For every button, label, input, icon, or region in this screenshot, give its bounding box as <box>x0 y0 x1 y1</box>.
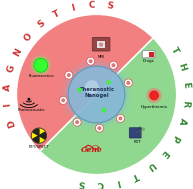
Circle shape <box>65 63 128 126</box>
Circle shape <box>97 126 102 130</box>
Text: S: S <box>36 19 46 30</box>
Text: C: C <box>88 0 95 10</box>
Circle shape <box>59 96 67 104</box>
Text: P: P <box>169 133 180 143</box>
Circle shape <box>96 124 103 132</box>
Text: A: A <box>177 117 187 126</box>
Text: Theranostic
Nanogel: Theranostic Nanogel <box>79 87 114 98</box>
Circle shape <box>68 66 125 123</box>
Text: Fluorescence: Fluorescence <box>29 74 55 78</box>
Text: R: R <box>181 100 190 107</box>
Polygon shape <box>33 136 39 142</box>
Polygon shape <box>33 129 39 135</box>
Circle shape <box>32 57 49 74</box>
Text: C: C <box>97 179 104 189</box>
Text: T: T <box>169 46 180 56</box>
Wedge shape <box>16 14 153 151</box>
Text: Drugs: Drugs <box>143 59 154 63</box>
Text: N: N <box>12 46 23 57</box>
Text: G: G <box>5 64 16 74</box>
Circle shape <box>34 58 48 72</box>
Text: E: E <box>159 148 170 158</box>
Text: Hyperthermia: Hyperthermia <box>141 105 168 109</box>
Bar <box>97 41 105 48</box>
Circle shape <box>119 116 122 120</box>
Text: H: H <box>176 62 187 72</box>
Text: T: T <box>131 170 140 180</box>
Circle shape <box>61 59 132 130</box>
Text: $^1$O$_2$: $^1$O$_2$ <box>138 124 147 134</box>
Circle shape <box>99 43 103 47</box>
Text: U: U <box>145 160 157 171</box>
Circle shape <box>87 57 95 65</box>
Circle shape <box>102 108 106 113</box>
Text: PET/SPECT: PET/SPECT <box>28 146 49 149</box>
Circle shape <box>67 73 71 77</box>
Circle shape <box>61 98 65 102</box>
Polygon shape <box>40 132 46 139</box>
Circle shape <box>146 88 162 103</box>
Circle shape <box>30 55 51 76</box>
Circle shape <box>124 79 132 87</box>
Text: E: E <box>181 82 190 89</box>
Text: I: I <box>116 177 121 186</box>
Text: MRI: MRI <box>97 55 105 59</box>
Wedge shape <box>40 38 177 175</box>
Text: Gene: Gene <box>81 146 103 154</box>
FancyBboxPatch shape <box>142 51 155 58</box>
Text: Photoacoustic: Photoacoustic <box>18 108 46 112</box>
Text: I: I <box>3 103 12 107</box>
Circle shape <box>67 65 126 124</box>
Circle shape <box>38 134 40 137</box>
Circle shape <box>149 90 159 100</box>
Bar <box>149 52 154 57</box>
Circle shape <box>85 80 99 94</box>
Circle shape <box>77 88 82 92</box>
Text: S: S <box>106 1 114 11</box>
Text: A: A <box>3 83 12 91</box>
Circle shape <box>109 61 118 69</box>
Text: T: T <box>52 9 61 20</box>
Circle shape <box>65 71 73 79</box>
FancyBboxPatch shape <box>129 128 141 138</box>
Circle shape <box>89 59 93 63</box>
Circle shape <box>111 63 115 67</box>
Circle shape <box>126 81 130 85</box>
Circle shape <box>27 98 30 101</box>
Text: I: I <box>71 3 76 13</box>
Text: O: O <box>22 31 34 43</box>
Circle shape <box>75 120 79 124</box>
Circle shape <box>106 80 111 85</box>
Text: D: D <box>6 118 17 128</box>
Circle shape <box>73 118 81 126</box>
Text: S: S <box>78 178 86 188</box>
Circle shape <box>116 114 124 122</box>
Text: PDT: PDT <box>134 140 141 144</box>
Circle shape <box>31 128 47 143</box>
FancyBboxPatch shape <box>92 37 110 51</box>
